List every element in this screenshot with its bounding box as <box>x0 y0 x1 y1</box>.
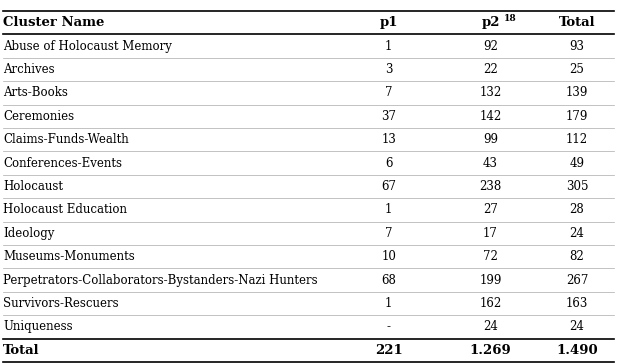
Text: 1: 1 <box>385 40 392 53</box>
Text: 10: 10 <box>381 250 396 263</box>
Text: 267: 267 <box>566 274 588 287</box>
Text: 99: 99 <box>483 133 498 146</box>
Text: 49: 49 <box>569 156 584 170</box>
Text: 82: 82 <box>569 250 584 263</box>
Text: 72: 72 <box>483 250 498 263</box>
Text: 163: 163 <box>566 297 588 310</box>
Text: 238: 238 <box>479 180 502 193</box>
Text: 24: 24 <box>483 321 498 334</box>
Text: -: - <box>387 321 391 334</box>
Text: 1.490: 1.490 <box>556 344 598 357</box>
Text: Holocaust: Holocaust <box>3 180 63 193</box>
Text: 221: 221 <box>375 344 402 357</box>
Text: Cluster Name: Cluster Name <box>3 16 104 29</box>
Text: Ceremonies: Ceremonies <box>3 110 74 123</box>
Text: 132: 132 <box>479 86 502 99</box>
Text: 28: 28 <box>569 203 584 216</box>
Text: 199: 199 <box>479 274 502 287</box>
Text: 13: 13 <box>381 133 396 146</box>
Text: 18: 18 <box>504 15 517 24</box>
Text: Holocaust Education: Holocaust Education <box>3 203 127 216</box>
Text: p2: p2 <box>481 16 500 29</box>
Text: 24: 24 <box>569 227 584 240</box>
Text: 3: 3 <box>385 63 392 76</box>
Text: Conferences-Events: Conferences-Events <box>3 156 122 170</box>
Text: 17: 17 <box>483 227 498 240</box>
Text: 22: 22 <box>483 63 498 76</box>
Text: 24: 24 <box>569 321 584 334</box>
Text: Arts-Books: Arts-Books <box>3 86 68 99</box>
Text: 179: 179 <box>566 110 588 123</box>
Text: 112: 112 <box>566 133 588 146</box>
Text: Claims-Funds-Wealth: Claims-Funds-Wealth <box>3 133 129 146</box>
Text: 142: 142 <box>479 110 502 123</box>
Text: Perpetrators-Collaborators-Bystanders-Nazi Hunters: Perpetrators-Collaborators-Bystanders-Na… <box>3 274 318 287</box>
Text: Uniqueness: Uniqueness <box>3 321 73 334</box>
Text: 27: 27 <box>483 203 498 216</box>
Text: Abuse of Holocaust Memory: Abuse of Holocaust Memory <box>3 40 172 53</box>
Text: Ideology: Ideology <box>3 227 54 240</box>
Text: 6: 6 <box>385 156 392 170</box>
Text: Total: Total <box>3 344 39 357</box>
Text: Museums-Monuments: Museums-Monuments <box>3 250 135 263</box>
Text: 1: 1 <box>385 297 392 310</box>
Text: Total: Total <box>558 16 595 29</box>
Text: 1.269: 1.269 <box>470 344 511 357</box>
Text: 162: 162 <box>479 297 502 310</box>
Text: 305: 305 <box>566 180 588 193</box>
Text: 7: 7 <box>385 227 392 240</box>
Text: 1: 1 <box>385 203 392 216</box>
Text: 25: 25 <box>569 63 584 76</box>
Text: 43: 43 <box>483 156 498 170</box>
Text: Survivors-Rescuers: Survivors-Rescuers <box>3 297 118 310</box>
Text: p1: p1 <box>379 16 398 29</box>
Text: Archives: Archives <box>3 63 55 76</box>
Text: 7: 7 <box>385 86 392 99</box>
Text: 93: 93 <box>569 40 584 53</box>
Text: 67: 67 <box>381 180 396 193</box>
Text: 92: 92 <box>483 40 498 53</box>
Text: 139: 139 <box>566 86 588 99</box>
Text: 37: 37 <box>381 110 396 123</box>
Text: 68: 68 <box>381 274 396 287</box>
